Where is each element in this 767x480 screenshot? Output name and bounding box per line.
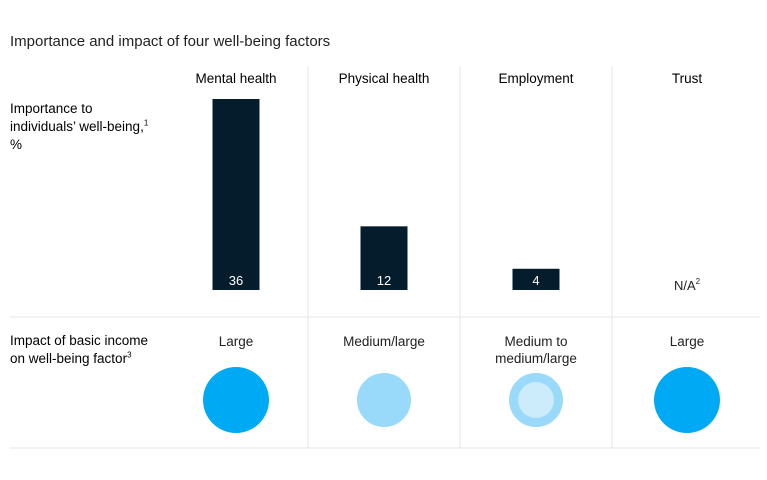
impact-label-line: Large [219, 334, 254, 349]
bar-value-1: 12 [377, 273, 391, 288]
impact-row-label: Impact of basic income on well-being fac… [10, 332, 150, 368]
impact-label-text: Impact of basic income on well-being fac… [10, 333, 149, 366]
impact-footnote: 3 [127, 350, 132, 360]
impact-label-1: Medium/large [343, 334, 425, 349]
bar-2 [512, 268, 560, 290]
impact-circle-inner-2 [518, 382, 554, 418]
impact-label-line: Medium/large [343, 334, 425, 349]
impact-label-line: medium/large [495, 351, 577, 366]
importance-footnote: 1 [143, 118, 149, 128]
bar-value-0: 36 [229, 273, 243, 288]
importance-row-label: Importance to individuals’ well-being,1 … [10, 100, 160, 154]
impact-circle-1 [357, 373, 411, 427]
impact-circle-3 [654, 367, 720, 433]
na-footnote: 2 [696, 277, 701, 286]
impact-label-2: Medium to medium/large [495, 334, 577, 366]
column-header-3: Trust [672, 71, 702, 86]
bar-0 [212, 99, 260, 290]
bar-value-2: 4 [532, 273, 539, 288]
importance-unit: % [10, 137, 23, 152]
column-header-0: Mental health [195, 71, 276, 86]
column-header-2: Employment [498, 71, 573, 86]
impact-label-0: Large [219, 334, 254, 349]
bar-1 [360, 226, 408, 290]
importance-label-text: Importance to individuals’ well-being, [10, 101, 144, 134]
na-value-3: N/A2 [674, 277, 701, 293]
chart-title: Importance and impact of four well-being… [10, 33, 331, 50]
column-header-1: Physical health [339, 71, 430, 86]
impact-label-line: Medium to [504, 334, 567, 349]
impact-label-line: Large [670, 334, 705, 349]
impact-circle-0 [203, 367, 269, 433]
impact-label-3: Large [670, 334, 705, 349]
